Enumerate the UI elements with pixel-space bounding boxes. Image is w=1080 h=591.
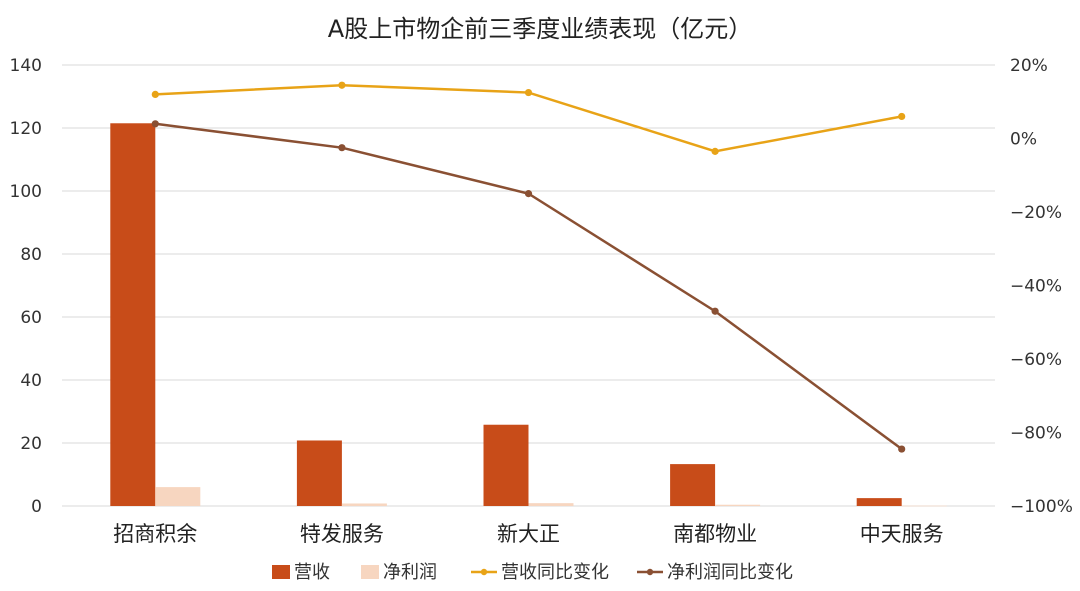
left-tick-label: 140	[10, 56, 42, 76]
right-tick-label: 0%	[1010, 130, 1037, 150]
legend-label: 净利润	[383, 562, 437, 583]
category-label: 新大正	[497, 522, 560, 546]
right-tick-label: 20%	[1010, 56, 1048, 76]
right-axis-ticks: −100% −80% −60% −40% −20% 0% 20%	[1010, 56, 1073, 517]
net-profit-bar	[528, 503, 574, 506]
left-tick-label: 60	[20, 308, 42, 328]
bars	[110, 123, 947, 507]
left-tick-label: 80	[20, 245, 42, 265]
left-tick-label: 120	[10, 119, 42, 139]
right-tick-label: −20%	[1010, 203, 1062, 223]
revenue-bar	[856, 498, 902, 506]
legend-label: 营收	[294, 562, 330, 583]
lines	[151, 81, 906, 453]
category-label: 中天服务	[860, 522, 944, 546]
right-tick-label: −60%	[1010, 350, 1062, 370]
net-profit-yoy-point	[151, 120, 159, 128]
revenue-bar	[296, 440, 342, 506]
right-tick-label: −40%	[1010, 277, 1062, 297]
legend-swatch-marker	[646, 568, 654, 576]
category-label: 招商积余	[113, 522, 197, 546]
legend-swatch	[361, 565, 379, 579]
left-axis-ticks: 0 20 40 60 80 100 120 140	[10, 56, 42, 517]
net-profit-bar	[715, 504, 761, 506]
revenue-bar	[483, 424, 529, 506]
legend-label: 净利润同比变化	[667, 562, 793, 583]
category-label: 特发服务	[300, 522, 384, 546]
right-tick-label: −100%	[1010, 497, 1073, 517]
net-profit-bar	[901, 505, 947, 507]
left-tick-label: 0	[31, 497, 42, 517]
revenue-bar	[110, 123, 156, 507]
category-label: 南都物业	[673, 522, 757, 546]
revenue-yoy-point	[711, 147, 719, 155]
legend-swatch	[272, 565, 290, 579]
net-profit-yoy-point	[711, 307, 719, 315]
net-profit-bar	[341, 503, 387, 506]
net-profit-yoy-point	[898, 445, 906, 453]
legend-swatch-marker	[480, 568, 488, 576]
net-profit-yoy-point	[338, 144, 346, 152]
legend-label: 营收同比变化	[501, 562, 609, 583]
revenue-yoy-point	[338, 81, 346, 89]
net-profit-yoy-line	[155, 122, 903, 451]
left-tick-label: 100	[10, 182, 42, 202]
net-profit-yoy-point	[524, 190, 533, 198]
revenue-bar	[670, 464, 716, 506]
left-tick-label: 40	[20, 371, 42, 391]
net-profit-bar	[155, 487, 201, 506]
revenue-yoy-point	[151, 90, 159, 98]
category-labels: 招商积余 特发服务 新大正 南都物业 中天服务	[113, 522, 943, 546]
legend: 营收 净利润 营收同比变化 净利润同比变化	[272, 562, 793, 583]
revenue-yoy-point	[898, 112, 906, 121]
revenue-yoy-point	[524, 88, 533, 97]
right-tick-label: −80%	[1010, 424, 1062, 444]
chart-title: A股上市物企前三季度业绩表现（亿元）	[328, 15, 752, 43]
left-tick-label: 20	[20, 434, 42, 454]
